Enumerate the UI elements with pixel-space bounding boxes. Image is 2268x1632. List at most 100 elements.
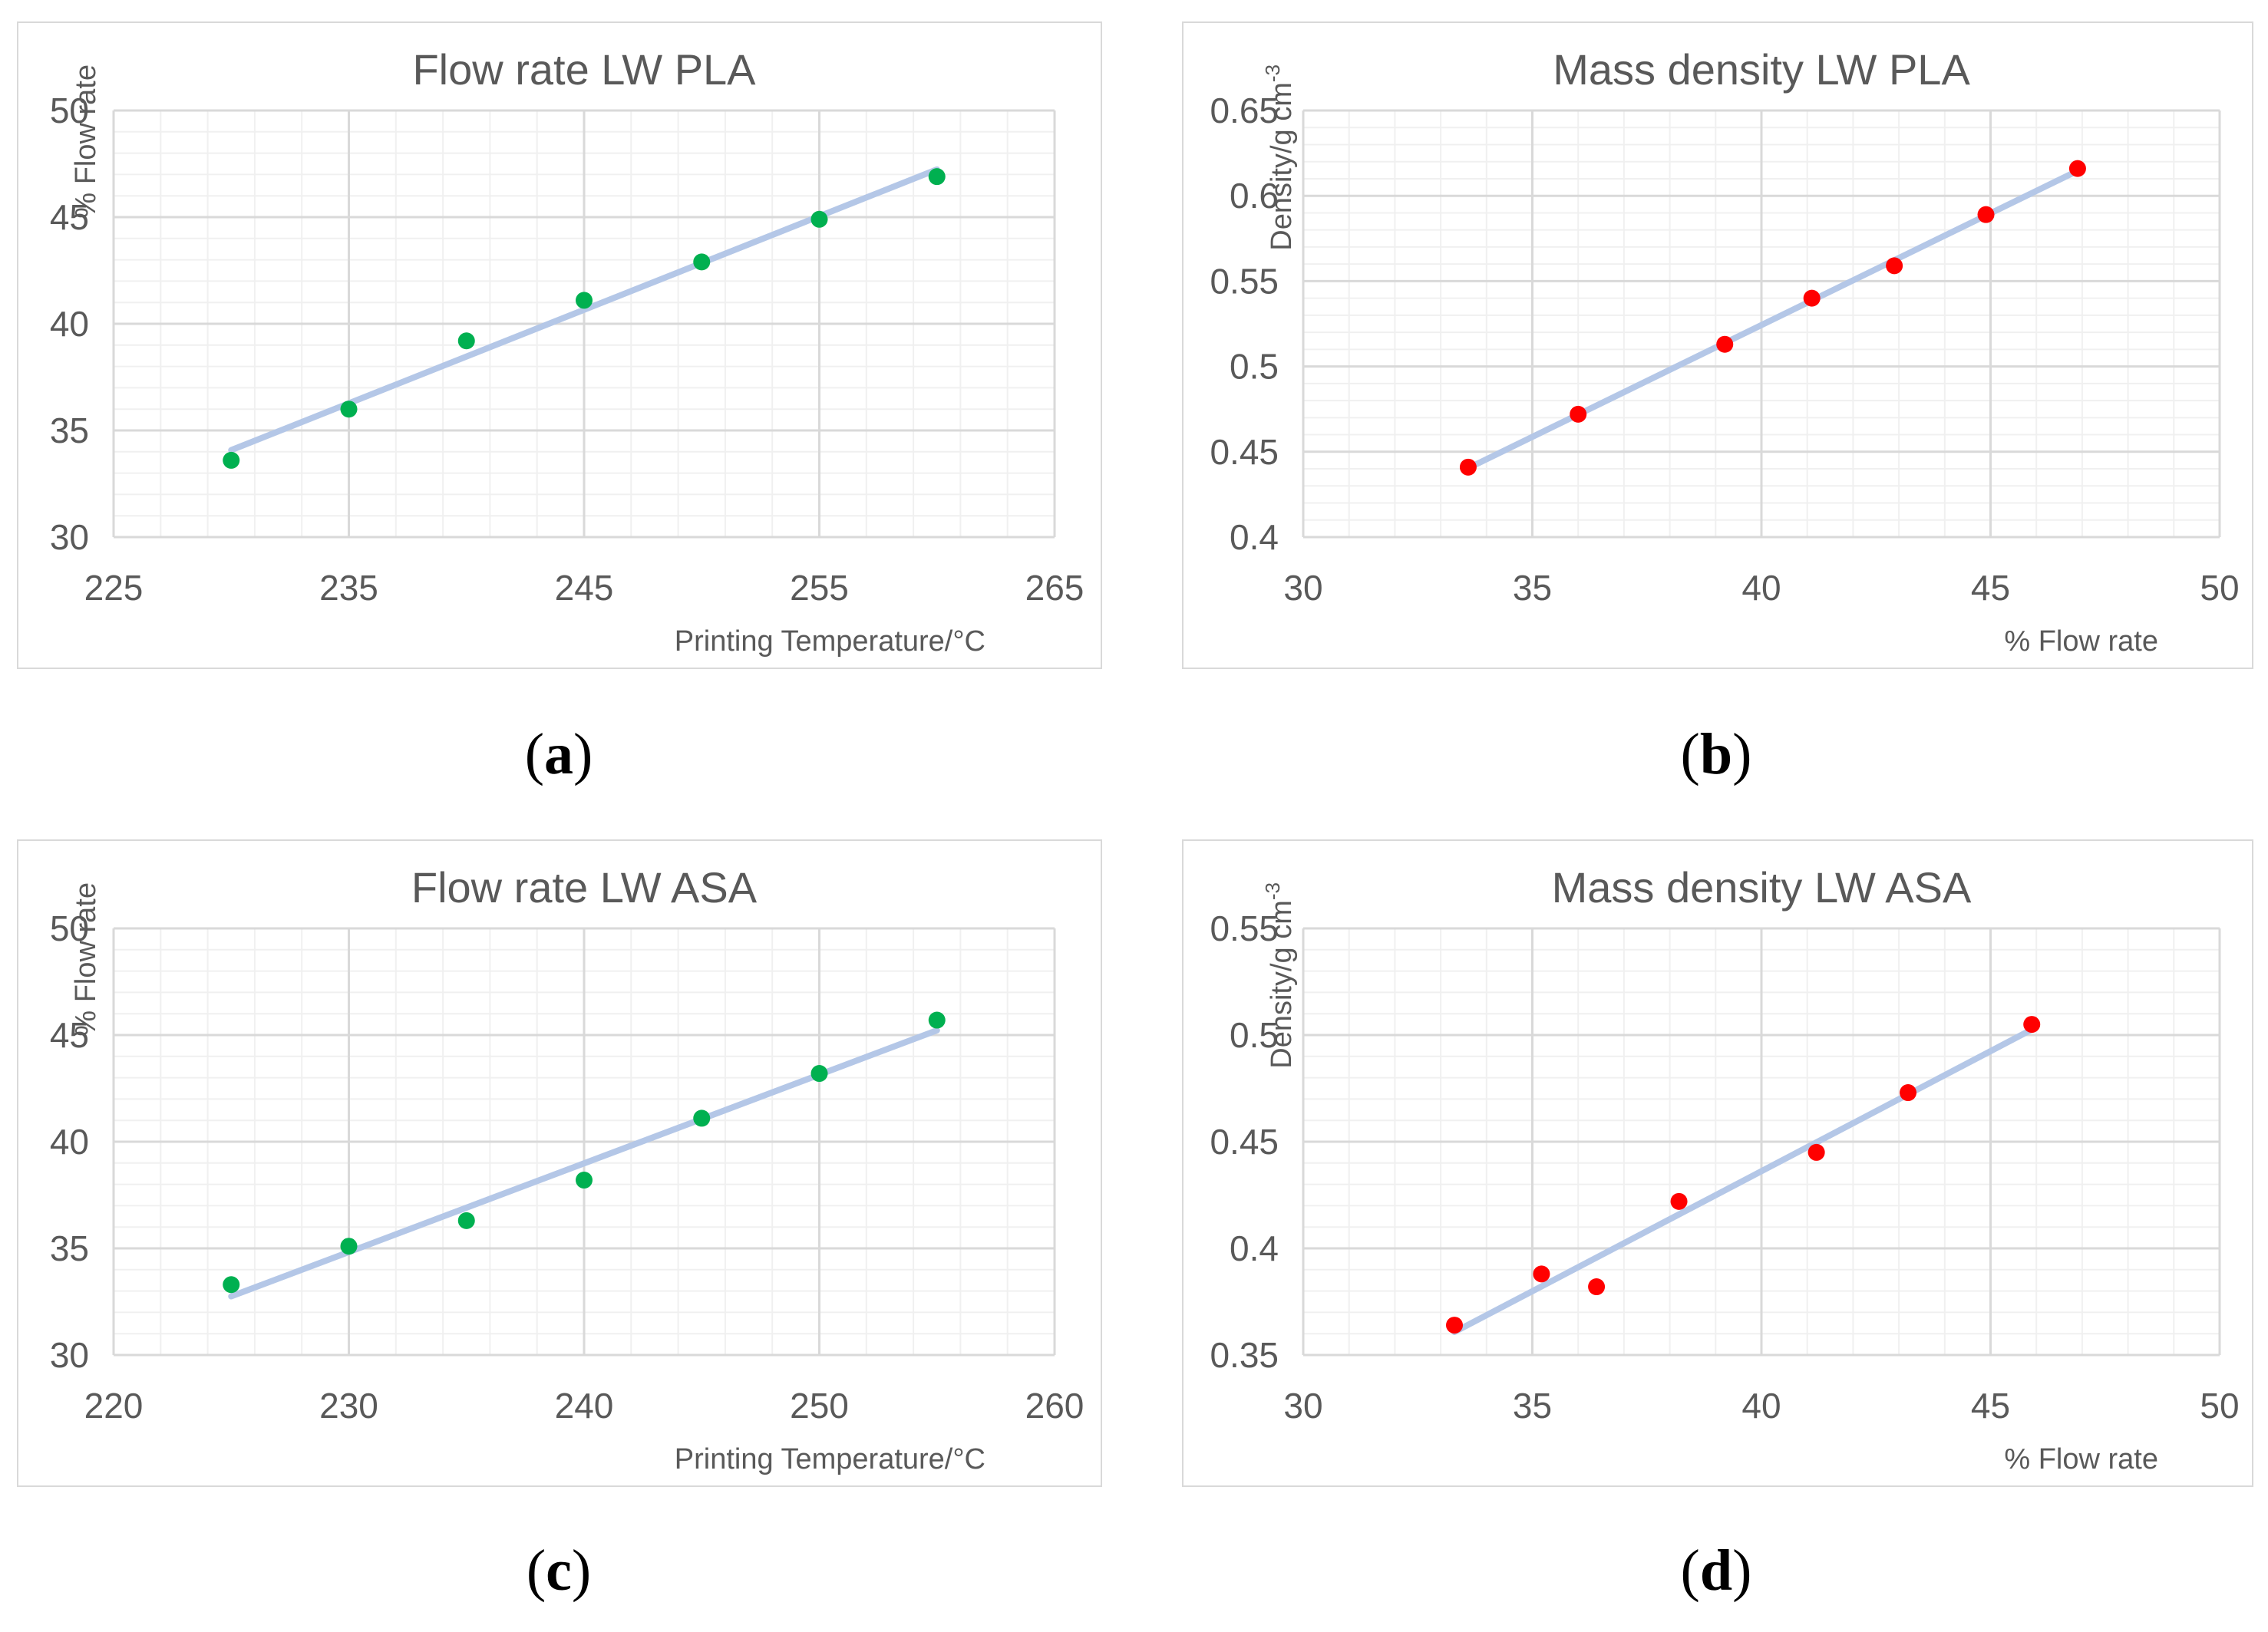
caption-b: (b) bbox=[1601, 721, 1831, 788]
trendline bbox=[1451, 1026, 2035, 1336]
y-axis-label-superscript: -3 bbox=[1261, 882, 1284, 900]
y-tick-label: 45 bbox=[50, 197, 89, 237]
y-tick-label: 40 bbox=[50, 304, 89, 344]
x-tick-label: 265 bbox=[1025, 568, 1084, 608]
data-point bbox=[457, 1212, 475, 1229]
caption-c-close: ) bbox=[571, 1538, 592, 1603]
y-axis-label: Density/g cm-3 bbox=[1261, 882, 1298, 1069]
y-tick-label: 0.5 bbox=[1230, 347, 1279, 387]
caption-c-letter: c bbox=[546, 1538, 572, 1603]
x-tick-label: 230 bbox=[319, 1386, 378, 1426]
data-point bbox=[1670, 1192, 1688, 1210]
x-tick-label: 235 bbox=[319, 568, 378, 608]
y-axis-label-superscript: -3 bbox=[1261, 64, 1284, 82]
data-point bbox=[2023, 1016, 2041, 1034]
caption-d: (d) bbox=[1601, 1538, 1831, 1604]
chart-a-svg: Flow rate LW PLA 225 235 245 255 265 30 35 40 45 5… bbox=[50, 45, 1084, 658]
x-tick-label: 45 bbox=[1971, 1386, 2010, 1426]
data-point bbox=[810, 1065, 828, 1083]
data-point bbox=[2068, 160, 2086, 177]
y-tick-label: 50 bbox=[50, 908, 89, 948]
y-tick-label: 0.4 bbox=[1230, 1228, 1279, 1268]
data-point bbox=[576, 292, 593, 309]
caption-d-open: ( bbox=[1680, 1538, 1700, 1603]
caption-a: (a) bbox=[444, 721, 674, 788]
x-tick-label: 30 bbox=[1283, 1386, 1322, 1426]
data-point bbox=[1588, 1278, 1606, 1296]
caption-c: (c) bbox=[444, 1538, 674, 1604]
y-axis-label: % Flow rate bbox=[70, 64, 102, 219]
y-tick-label: 45 bbox=[50, 1015, 89, 1055]
x-axis-label: Printing Temperature/°C bbox=[675, 625, 985, 658]
caption-c-open: ( bbox=[526, 1538, 546, 1603]
chart-title: Mass density LW ASA bbox=[1552, 863, 1972, 912]
data-point bbox=[457, 332, 475, 350]
chart-panel-a: Flow rate LW PLA 225 235 245 255 265 30 35 40 45 5… bbox=[17, 21, 1102, 669]
x-axis-label: % Flow rate bbox=[2004, 1443, 2158, 1475]
data-point bbox=[810, 210, 828, 228]
x-tick-label: 240 bbox=[555, 1386, 614, 1426]
chart-panel-b: Mass density LW PLA 30 35 40 45 50 0.4 0.45 0.5 0… bbox=[1182, 21, 2253, 669]
x-tick-label: 50 bbox=[2200, 1386, 2239, 1426]
data-point bbox=[693, 1109, 711, 1127]
chart-c-svg: Flow rate LW ASA 220 230 240 250 260 30 35 40 45 5… bbox=[50, 863, 1084, 1475]
y-tick-label: 0.45 bbox=[1210, 1122, 1279, 1162]
data-point bbox=[223, 1276, 240, 1294]
data-point bbox=[928, 1011, 946, 1029]
x-axis-label: Printing Temperature/°C bbox=[675, 1443, 985, 1475]
x-tick-label: 245 bbox=[555, 568, 614, 608]
y-tick-label: 0.6 bbox=[1230, 176, 1279, 216]
x-tick-label: 35 bbox=[1513, 1386, 1552, 1426]
y-tick-label: 0.35 bbox=[1210, 1335, 1279, 1375]
y-axis-label: % Flow rate bbox=[70, 882, 102, 1037]
caption-a-close: ) bbox=[573, 722, 593, 786]
y-tick-label: 0.5 bbox=[1230, 1015, 1279, 1055]
data-point bbox=[1807, 1143, 1825, 1161]
data-point bbox=[1886, 257, 1903, 275]
y-axis-label: Density/g cm-3 bbox=[1261, 64, 1298, 251]
x-tick-label: 50 bbox=[2200, 568, 2239, 608]
caption-d-letter: d bbox=[1699, 1538, 1733, 1603]
data-point bbox=[1716, 335, 1734, 353]
chart-b-svg: Mass density LW PLA 30 35 40 45 50 0.4 0.45 0.5 0… bbox=[1210, 45, 2239, 658]
data-point bbox=[928, 168, 946, 186]
data-point bbox=[340, 1238, 358, 1255]
x-tick-label: 45 bbox=[1971, 568, 2010, 608]
data-point bbox=[1803, 289, 1821, 307]
x-axis-label: % Flow rate bbox=[2004, 625, 2158, 658]
x-tick-label: 225 bbox=[84, 568, 144, 608]
chart-title: Mass density LW PLA bbox=[1553, 45, 1970, 94]
caption-a-letter: a bbox=[544, 722, 573, 786]
x-tick-label: 35 bbox=[1513, 568, 1552, 608]
data-point bbox=[1446, 1317, 1464, 1334]
data-point bbox=[576, 1172, 593, 1189]
y-tick-label: 35 bbox=[50, 410, 89, 450]
caption-a-open: ( bbox=[524, 722, 544, 786]
chart-d-svg: Mass density LW ASA 30 35 40 45 50 0.35 0.4 0.45… bbox=[1210, 863, 2239, 1475]
y-tick-label: 0.55 bbox=[1210, 261, 1279, 301]
data-point bbox=[1533, 1265, 1550, 1283]
y-tick-label: 0.65 bbox=[1210, 91, 1279, 130]
x-tick-label: 260 bbox=[1025, 1386, 1084, 1426]
y-tick-label: 0.45 bbox=[1210, 432, 1279, 472]
caption-d-close: ) bbox=[1732, 1538, 1752, 1603]
y-tick-label: 40 bbox=[50, 1122, 89, 1162]
y-tick-label: 0.4 bbox=[1230, 517, 1279, 557]
data-point bbox=[1459, 458, 1477, 476]
chart-title: Flow rate LW ASA bbox=[411, 863, 758, 912]
data-point bbox=[693, 253, 711, 271]
caption-b-open: ( bbox=[1680, 722, 1700, 786]
data-point bbox=[1570, 405, 1587, 423]
y-tick-label: 30 bbox=[50, 517, 89, 557]
data-point bbox=[1977, 206, 1995, 223]
y-tick-label: 0.55 bbox=[1210, 908, 1279, 948]
x-tick-label: 40 bbox=[1741, 568, 1781, 608]
data-point bbox=[223, 451, 240, 469]
y-tick-label: 50 bbox=[50, 91, 89, 130]
caption-b-letter: b bbox=[1699, 722, 1733, 786]
x-tick-label: 220 bbox=[84, 1386, 144, 1426]
x-tick-label: 40 bbox=[1741, 1386, 1781, 1426]
chart-panel-c: Flow rate LW ASA 220 230 240 250 260 30 35 40 45 5… bbox=[17, 839, 1102, 1487]
data-point bbox=[340, 401, 358, 418]
y-tick-label: 30 bbox=[50, 1335, 89, 1375]
